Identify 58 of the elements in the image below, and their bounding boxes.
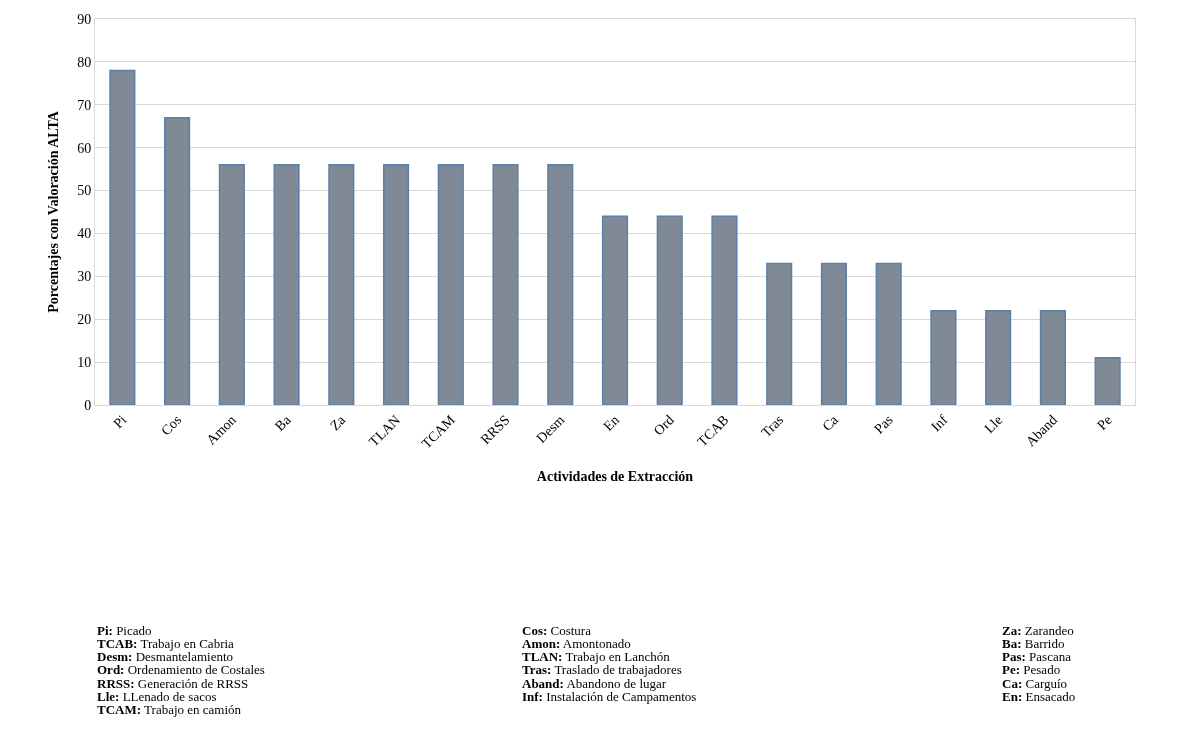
bar (1094, 357, 1121, 405)
x-tick-label: Pe (1094, 412, 1115, 433)
bar (766, 262, 793, 405)
bar (437, 164, 464, 405)
y-tick-label: 10 (77, 355, 92, 371)
text: Za: Zarandeo (1002, 623, 1074, 638)
text: TLAN: Trabajo en Lanchón (522, 649, 670, 664)
bar (1039, 309, 1066, 405)
y-tick-label: 90 (77, 11, 92, 27)
y-tick-label: 30 (77, 269, 92, 285)
y-tick-label: 80 (77, 54, 92, 70)
bar (601, 215, 629, 405)
bar (711, 215, 738, 405)
x-tick-label: Ba (272, 411, 295, 434)
text: Pe: Pesado (1002, 662, 1061, 677)
bar (164, 116, 191, 405)
text: TCAM: Trabajo en camión (97, 702, 242, 717)
bar (985, 309, 1012, 405)
bar (820, 262, 848, 405)
x-tick-label: En (600, 412, 623, 434)
y-tick-label: 70 (77, 97, 92, 113)
x-tick-label: Tras (758, 412, 787, 441)
bar (382, 164, 410, 405)
x-tick-label: Za (327, 411, 349, 434)
text: Ord: Ordenamiento de Costales (97, 662, 265, 677)
bar (930, 309, 957, 405)
y-tick-label: 0 (84, 397, 92, 413)
y-tick-label: 50 (77, 183, 92, 199)
text: RRSS: Generación de RRSS (97, 676, 249, 691)
x-tick-label: Lle (981, 412, 1006, 437)
text: Lle: LLenado de sacos (97, 689, 217, 704)
text: Cos: Costura (522, 623, 592, 638)
bar (273, 164, 300, 405)
text: TCAB: Trabajo en Cabria (97, 636, 234, 651)
x-tick-label: Cos (158, 412, 185, 439)
x-tick-label: Pas (871, 412, 896, 437)
bar (656, 215, 683, 405)
x-tick-label: Ord (650, 412, 677, 439)
text: Ba: Barrido (1002, 636, 1065, 651)
text: Amon: Amontonado (522, 636, 631, 651)
y-tick-label: 20 (77, 312, 92, 328)
bar (875, 262, 902, 405)
x-axis-title: Actividades de Extracción (536, 468, 694, 484)
y-tick-label: 60 (77, 140, 92, 156)
text: Pi: Picado (97, 623, 152, 638)
y-axis-title: Porcentajes con Valoración ALTA (45, 110, 61, 313)
bar (492, 164, 519, 405)
text: Ca: Carguío (1002, 676, 1068, 691)
bar (328, 164, 355, 405)
text: Aband: Abandono de lugar (522, 676, 667, 691)
text: Pas: Pascana (1002, 649, 1071, 664)
x-tick-label: Pi (110, 412, 130, 432)
bar (109, 69, 136, 405)
y-tick-label: 40 (77, 226, 92, 242)
x-tick-label: Inf (928, 412, 951, 435)
bar (218, 164, 245, 405)
bar (547, 164, 574, 405)
x-tick-label: Ca (819, 411, 842, 434)
